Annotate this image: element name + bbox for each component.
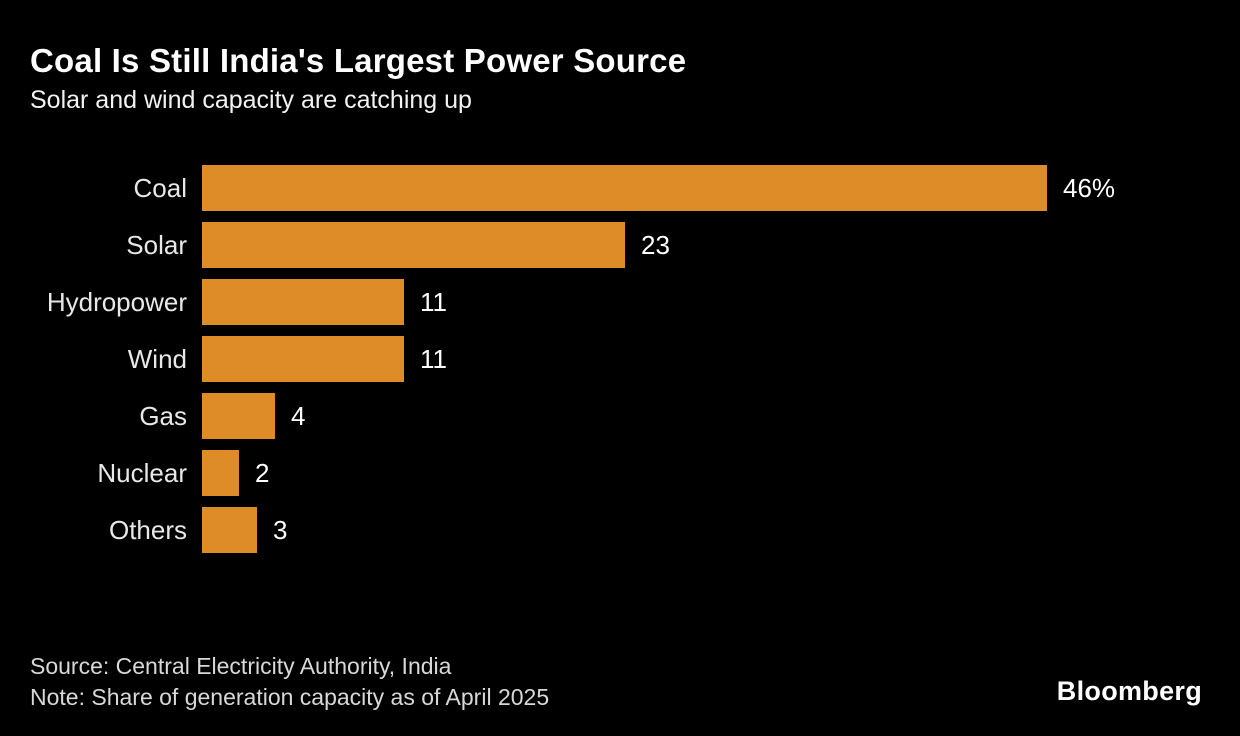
note-text: Note: Share of generation capacity as of… [30,684,550,710]
category-label-hydropower: Hydropower [46,286,187,317]
bar-hydropower [202,279,404,325]
bar-coal [202,165,1047,211]
value-label-solar: 23 [641,229,670,260]
chart-subtitle: Solar and wind capacity are catching up [30,86,472,114]
value-label-nuclear: 2 [255,457,270,488]
chart-footer: Source: Central Electricity Authority, I… [30,651,549,713]
source-text: Source: Central Electricity Authority, I… [30,653,452,679]
bar-wind [202,336,404,382]
bloomberg-logo: Bloomberg [1056,676,1202,706]
bar-row: Nuclear 2 [0,450,1115,496]
bar-others [202,507,257,553]
bar-solar [202,222,625,268]
value-label-wind: 11 [420,343,447,374]
category-label-coal: Coal [133,172,187,203]
value-label-gas: 4 [291,400,306,431]
value-label-others: 3 [273,514,288,545]
category-label-others: Others [108,514,187,545]
bar-row: Hydropower 11 [0,279,1115,325]
bar-nuclear [202,450,239,496]
bar-row: Solar 23 [0,222,1115,268]
value-label-hydropower: 11 [420,286,447,317]
bar-row: Coal 46% [0,165,1115,211]
bar-gas [202,393,275,439]
category-label-nuclear: Nuclear [97,457,187,488]
bar-row: Wind 11 [0,336,1115,382]
chart-title: Coal Is Still India's Largest Power Sour… [30,42,687,79]
bar-row: Others 3 [0,507,1115,553]
bar-row: Gas 4 [0,393,1115,439]
value-label-coal: 46% [1063,172,1116,203]
category-label-wind: Wind [127,343,187,374]
category-label-gas: Gas [139,400,187,431]
category-label-solar: Solar [126,229,187,260]
bar-chart-plot: Coal 46% Solar 23 Hydropower 11 Wind 11 Gas 4 Nucl… [0,165,1115,564]
